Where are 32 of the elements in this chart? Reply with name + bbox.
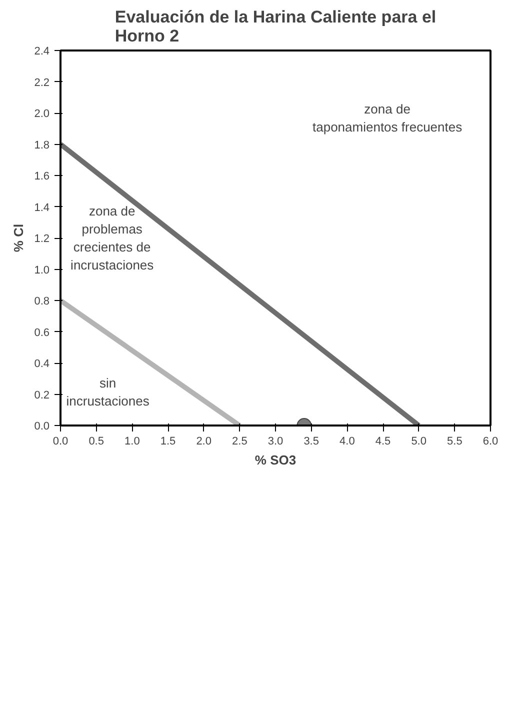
x-tick-label: 4.5: [375, 436, 391, 448]
y-tick-label: 1.6: [34, 170, 50, 182]
y-axis-title: % Cl: [11, 224, 26, 252]
y-tick-label: 0.4: [34, 358, 50, 370]
y-tick-label: 0.8: [34, 296, 50, 308]
y-tick-label: 0.0: [34, 420, 50, 432]
x-tick-label: 0.5: [88, 436, 104, 448]
annotation: sin incrustaciones: [66, 375, 150, 408]
x-tick-label: 3.5: [304, 436, 319, 448]
x-tick-label: 3.0: [268, 436, 284, 448]
y-tick-label: 2.2: [34, 76, 50, 89]
chart-title: Evaluación de la Harina Caliente para el Horno 2: [114, 8, 436, 46]
x-tick-label: 1.5: [160, 436, 176, 448]
y-tick-label: 2.4: [34, 46, 50, 58]
x-tick-label: 4.0: [340, 436, 355, 448]
y-tick-label: 1.8: [34, 139, 50, 152]
x-tick-label: 6.0: [482, 436, 498, 448]
x-tick-label: 1.0: [124, 436, 140, 448]
y-tick-label: 1.2: [34, 233, 50, 245]
annotation: zona de taponamientos frecuentes: [312, 102, 463, 134]
annotation: zona de problemas crecientes de incrustaciones: [70, 204, 154, 272]
x-tick-label: 0.0: [52, 436, 68, 448]
y-tick-label: 2.0: [34, 108, 50, 120]
x-tick-label: 5.5: [447, 436, 462, 448]
x-tick-label: 2.0: [196, 436, 212, 448]
x-tick-label: 2.5: [232, 436, 248, 448]
x-tick-label: 5.0: [411, 436, 426, 448]
y-tick-label: 0.2: [34, 389, 50, 402]
x-axis-title: % SO3: [254, 452, 296, 468]
y-tick-label: 1.0: [34, 264, 50, 276]
y-tick-label: 1.4: [34, 202, 50, 214]
y-tick-label: 0.6: [34, 326, 50, 339]
